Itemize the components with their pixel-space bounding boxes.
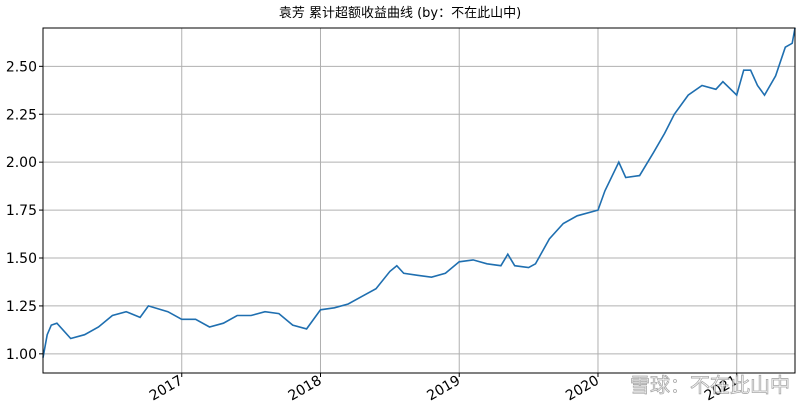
x-tick-label: 2017	[147, 373, 186, 405]
x-tick-label: 2018	[286, 373, 325, 405]
y-tick-label: 2.50	[6, 59, 37, 75]
x-tick-label: 2020	[563, 373, 602, 405]
plot-frame	[42, 27, 796, 374]
chart-title: 袁芳 累计超额收益曲线 (by：不在此山中)	[279, 6, 521, 21]
line	[42, 27, 796, 358]
y-tick-label: 1.00	[6, 347, 37, 363]
x-tick-label: 2019	[424, 373, 463, 405]
y-tick-label: 1.75	[6, 203, 37, 219]
y-tick-label: 2.00	[6, 155, 37, 171]
y-tick-label: 2.25	[6, 107, 37, 123]
y-tick-label: 1.50	[6, 251, 37, 267]
watermark: 雪球：不在此山中	[630, 373, 790, 397]
y-tick-label: 1.25	[6, 299, 37, 315]
